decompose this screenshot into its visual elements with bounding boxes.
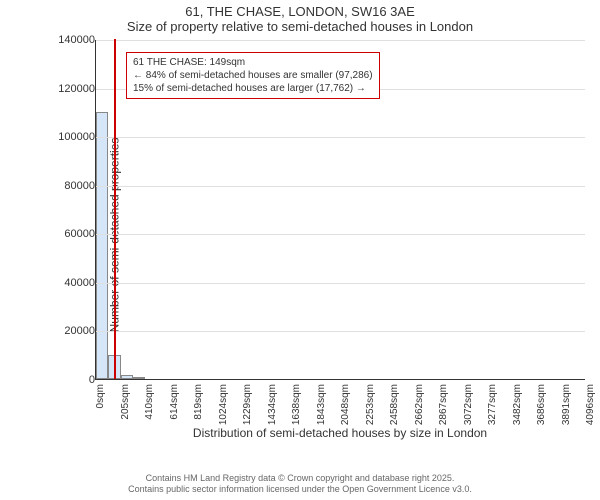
- gridline: [96, 137, 585, 138]
- x-tick-label: 410sqm: [144, 384, 155, 420]
- annotation-box: 61 THE CHASE: 149sqm← 84% of semi-detach…: [126, 52, 380, 99]
- footer-attribution: Contains HM Land Registry data © Crown c…: [0, 473, 600, 496]
- x-tick-label: 3686sqm: [536, 384, 547, 425]
- x-axis-label: Distribution of semi-detached houses by …: [193, 426, 487, 440]
- y-tick-label: 0: [49, 374, 95, 386]
- x-tick-label: 205sqm: [120, 384, 131, 420]
- gridline: [96, 283, 585, 284]
- y-tick-label: 140000: [49, 34, 95, 46]
- histogram-bar: [133, 377, 145, 379]
- y-axis: Number of semi-detached properties 02000…: [45, 40, 95, 430]
- gridline: [96, 186, 585, 187]
- x-tick-label: 2662sqm: [414, 384, 425, 425]
- x-tick-label: 3072sqm: [463, 384, 474, 425]
- property-marker-line: [114, 39, 116, 379]
- x-tick-label: 2458sqm: [389, 384, 400, 425]
- chart-title-area: 61, THE CHASE, LONDON, SW16 3AE Size of …: [0, 0, 600, 34]
- x-tick-label: 3891sqm: [561, 384, 572, 425]
- x-tick-label: 819sqm: [193, 384, 204, 420]
- x-tick-label: 3482sqm: [512, 384, 523, 425]
- x-tick-label: 1434sqm: [267, 384, 278, 425]
- y-tick-label: 60000: [49, 228, 95, 240]
- x-tick-label: 1843sqm: [316, 384, 327, 425]
- y-tick-label: 20000: [49, 325, 95, 337]
- chart-title-line1: 61, THE CHASE, LONDON, SW16 3AE: [0, 4, 600, 19]
- x-tick-label: 2048sqm: [340, 384, 351, 425]
- histogram-bar: [96, 112, 108, 379]
- x-tick-label: 2867sqm: [438, 384, 449, 425]
- annotation-line: 15% of semi-detached houses are larger (…: [133, 82, 373, 95]
- gridline: [96, 234, 585, 235]
- footer-line1: Contains HM Land Registry data © Crown c…: [0, 473, 600, 485]
- x-tick-label: 1024sqm: [218, 384, 229, 425]
- footer-line2: Contains public sector information licen…: [0, 484, 600, 496]
- x-tick-label: 0sqm: [95, 384, 106, 408]
- annotation-line: 61 THE CHASE: 149sqm: [133, 56, 373, 69]
- x-tick-label: 614sqm: [169, 384, 180, 420]
- chart-title-line2: Size of property relative to semi-detach…: [0, 19, 600, 34]
- x-tick-label: 2253sqm: [365, 384, 376, 425]
- y-tick-label: 120000: [49, 83, 95, 95]
- chart-container: Number of semi-detached properties 02000…: [45, 40, 585, 430]
- y-tick-label: 100000: [49, 131, 95, 143]
- x-tick-label: 3277sqm: [487, 384, 498, 425]
- annotation-line: ← 84% of semi-detached houses are smalle…: [133, 69, 373, 82]
- gridline: [96, 40, 585, 41]
- x-tick-label: 1638sqm: [291, 384, 302, 425]
- x-tick-label: 4096sqm: [585, 384, 596, 425]
- histogram-bar: [121, 375, 133, 379]
- y-tick-label: 40000: [49, 277, 95, 289]
- gridline: [96, 331, 585, 332]
- x-tick-label: 1229sqm: [242, 384, 253, 425]
- plot-area: 61 THE CHASE: 149sqm← 84% of semi-detach…: [95, 40, 585, 380]
- x-axis: Distribution of semi-detached houses by …: [95, 380, 585, 440]
- y-tick-label: 80000: [49, 180, 95, 192]
